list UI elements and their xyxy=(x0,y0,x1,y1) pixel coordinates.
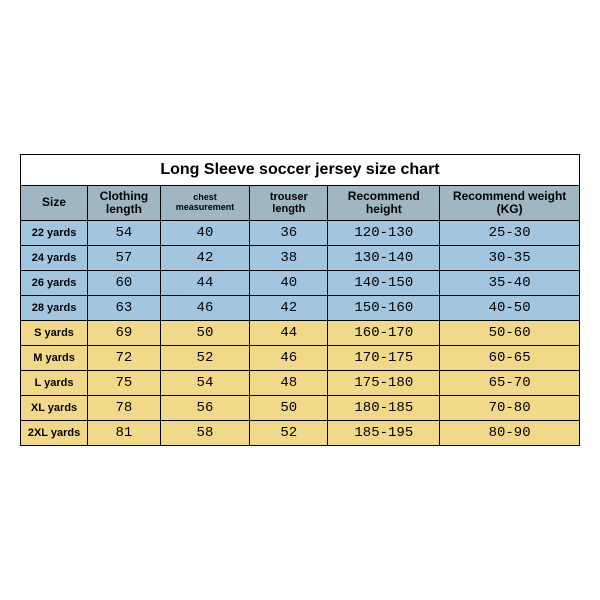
cell-trou: 50 xyxy=(250,395,328,420)
cell-cl: 81 xyxy=(88,420,161,445)
cell-trou: 52 xyxy=(250,420,328,445)
cell-trou: 44 xyxy=(250,320,328,345)
cell-cl: 69 xyxy=(88,320,161,345)
cell-rw: 65-70 xyxy=(440,370,580,395)
cell-rh: 170-175 xyxy=(328,345,440,370)
cell-chest: 42 xyxy=(160,245,249,270)
chart-title: Long Sleeve soccer jersey size chart xyxy=(21,155,580,186)
table-row: 26 yards604440140-15035-40 xyxy=(21,270,580,295)
cell-trou: 36 xyxy=(250,220,328,245)
cell-size: 2XL yards xyxy=(21,420,88,445)
cell-rw: 35-40 xyxy=(440,270,580,295)
cell-rh: 175-180 xyxy=(328,370,440,395)
cell-rh: 150-160 xyxy=(328,295,440,320)
cell-chest: 52 xyxy=(160,345,249,370)
table-row: 22 yards544036120-13025-30 xyxy=(21,220,580,245)
cell-cl: 78 xyxy=(88,395,161,420)
cell-size: 28 yards xyxy=(21,295,88,320)
cell-size: M yards xyxy=(21,345,88,370)
cell-rw: 40-50 xyxy=(440,295,580,320)
table-row: L yards755448175-18065-70 xyxy=(21,370,580,395)
cell-rw: 70-80 xyxy=(440,395,580,420)
title-row: Long Sleeve soccer jersey size chart xyxy=(21,155,580,186)
cell-rh: 130-140 xyxy=(328,245,440,270)
table-row: 24 yards574238130-14030-35 xyxy=(21,245,580,270)
cell-rh: 185-195 xyxy=(328,420,440,445)
col-chest: chest measurement xyxy=(160,185,249,220)
cell-chest: 46 xyxy=(160,295,249,320)
cell-size: L yards xyxy=(21,370,88,395)
cell-rw: 80-90 xyxy=(440,420,580,445)
cell-rw: 50-60 xyxy=(440,320,580,345)
col-rw: Recommend weight (KG) xyxy=(440,185,580,220)
cell-chest: 56 xyxy=(160,395,249,420)
cell-size: XL yards xyxy=(21,395,88,420)
cell-trou: 46 xyxy=(250,345,328,370)
cell-chest: 54 xyxy=(160,370,249,395)
cell-size: 24 yards xyxy=(21,245,88,270)
cell-cl: 60 xyxy=(88,270,161,295)
cell-size: 22 yards xyxy=(21,220,88,245)
table-row: 2XL yards815852185-19580-90 xyxy=(21,420,580,445)
cell-size: 26 yards xyxy=(21,270,88,295)
cell-cl: 57 xyxy=(88,245,161,270)
cell-cl: 75 xyxy=(88,370,161,395)
cell-trou: 40 xyxy=(250,270,328,295)
size-chart: Long Sleeve soccer jersey size chart Siz… xyxy=(20,154,580,446)
col-cl: Clothing length xyxy=(88,185,161,220)
cell-rw: 30-35 xyxy=(440,245,580,270)
cell-chest: 58 xyxy=(160,420,249,445)
size-table: Long Sleeve soccer jersey size chart Siz… xyxy=(20,154,580,446)
cell-chest: 50 xyxy=(160,320,249,345)
col-rh: Recommend height xyxy=(328,185,440,220)
cell-cl: 54 xyxy=(88,220,161,245)
cell-trou: 42 xyxy=(250,295,328,320)
col-size: Size xyxy=(21,185,88,220)
cell-rh: 120-130 xyxy=(328,220,440,245)
table-row: S yards695044160-17050-60 xyxy=(21,320,580,345)
header-row: SizeClothing lengthchest measurementtrou… xyxy=(21,185,580,220)
table-row: XL yards785650180-18570-80 xyxy=(21,395,580,420)
cell-rh: 180-185 xyxy=(328,395,440,420)
cell-chest: 44 xyxy=(160,270,249,295)
cell-rw: 25-30 xyxy=(440,220,580,245)
cell-cl: 63 xyxy=(88,295,161,320)
col-trou: trouser length xyxy=(250,185,328,220)
cell-rh: 160-170 xyxy=(328,320,440,345)
table-row: M yards725246170-17560-65 xyxy=(21,345,580,370)
cell-trou: 38 xyxy=(250,245,328,270)
cell-rw: 60-65 xyxy=(440,345,580,370)
cell-cl: 72 xyxy=(88,345,161,370)
cell-chest: 40 xyxy=(160,220,249,245)
table-row: 28 yards634642150-16040-50 xyxy=(21,295,580,320)
cell-trou: 48 xyxy=(250,370,328,395)
cell-rh: 140-150 xyxy=(328,270,440,295)
cell-size: S yards xyxy=(21,320,88,345)
